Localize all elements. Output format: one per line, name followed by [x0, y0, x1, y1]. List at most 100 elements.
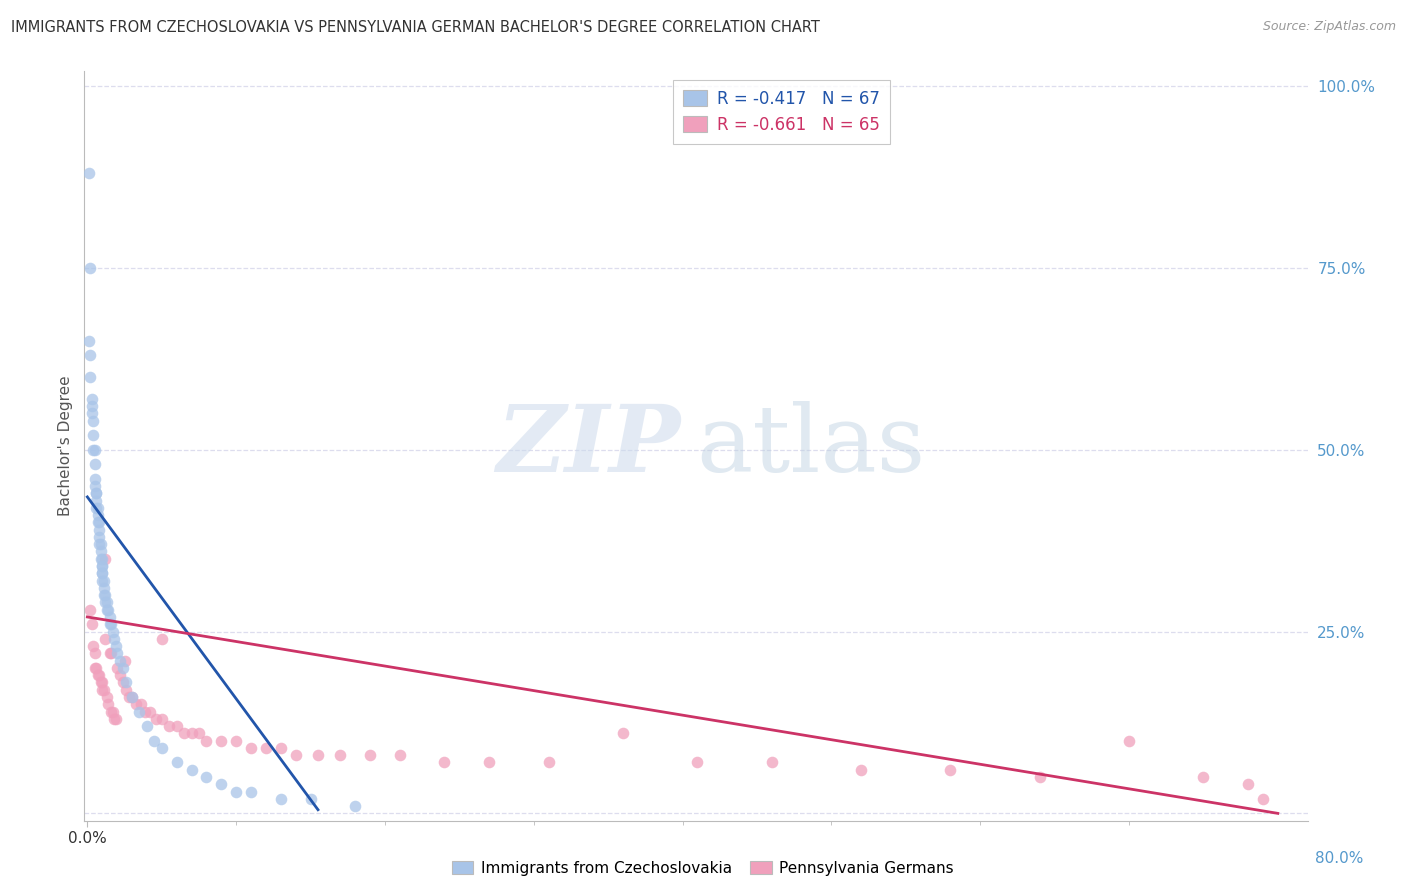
Point: [103, 712, 125, 726]
Point: [90, 551, 112, 566]
Point: [79, 348, 101, 362]
Point: [1118, 733, 1140, 747]
Point: [82, 442, 104, 457]
Point: [270, 740, 292, 755]
Point: [145, 712, 167, 726]
Point: [157, 719, 180, 733]
Point: [180, 726, 202, 740]
Point: [225, 733, 247, 747]
Point: [173, 726, 195, 740]
Point: [112, 661, 135, 675]
Point: [89, 668, 111, 682]
Point: [93, 581, 115, 595]
Point: [240, 740, 263, 755]
Point: [94, 632, 117, 646]
Point: [97, 602, 120, 616]
Point: [100, 617, 122, 632]
Point: [98, 610, 121, 624]
Point: [83, 646, 105, 660]
Point: [77, 334, 100, 348]
Point: [134, 705, 156, 719]
Point: [118, 690, 141, 704]
Point: [91, 574, 114, 588]
Point: [125, 698, 148, 712]
Point: [254, 740, 277, 755]
Point: [91, 682, 114, 697]
Point: [100, 646, 122, 660]
Point: [87, 516, 110, 530]
Point: [98, 617, 121, 632]
Point: [1237, 777, 1260, 791]
Point: [135, 719, 157, 733]
Point: [104, 712, 127, 726]
Point: [761, 756, 783, 770]
Point: [139, 705, 162, 719]
Point: [98, 646, 121, 660]
Point: [187, 726, 209, 740]
Point: [91, 559, 114, 574]
Text: Source: ZipAtlas.com: Source: ZipAtlas.com: [1263, 20, 1396, 33]
Point: [209, 777, 232, 791]
Point: [91, 675, 114, 690]
Point: [83, 661, 105, 675]
Point: [91, 566, 114, 581]
Point: [82, 639, 104, 653]
Point: [84, 500, 107, 515]
Point: [195, 770, 218, 784]
Point: [93, 588, 115, 602]
Point: [97, 698, 120, 712]
Point: [84, 486, 107, 500]
Point: [94, 588, 117, 602]
Point: [121, 690, 143, 704]
Point: [388, 748, 411, 763]
Point: [166, 719, 188, 733]
Point: [284, 748, 307, 763]
Point: [80, 399, 103, 413]
Point: [83, 472, 105, 486]
Point: [108, 654, 131, 668]
Point: [80, 406, 103, 420]
Point: [93, 574, 115, 588]
Point: [83, 442, 105, 457]
Point: [84, 661, 107, 675]
Point: [537, 756, 560, 770]
Point: [150, 632, 173, 646]
Point: [83, 479, 105, 493]
Point: [91, 551, 114, 566]
Point: [128, 705, 150, 719]
Point: [612, 726, 634, 740]
Point: [80, 617, 103, 632]
Point: [166, 756, 188, 770]
Point: [686, 756, 709, 770]
Text: ZIP: ZIP: [496, 401, 681, 491]
Text: 80.0%: 80.0%: [1315, 851, 1362, 866]
Point: [90, 544, 112, 558]
Point: [101, 624, 124, 639]
Point: [121, 690, 143, 704]
Point: [299, 792, 322, 806]
Point: [240, 784, 263, 798]
Point: [90, 537, 112, 551]
Legend: Immigrants from Czechoslovakia, Pennsylvania Germans: Immigrants from Czechoslovakia, Pennsylv…: [446, 855, 960, 881]
Point: [104, 639, 127, 653]
Point: [150, 740, 173, 755]
Point: [849, 763, 872, 777]
Point: [115, 682, 138, 697]
Point: [209, 733, 232, 747]
Point: [84, 493, 107, 508]
Point: [105, 646, 128, 660]
Point: [1251, 792, 1274, 806]
Point: [478, 756, 501, 770]
Text: atlas: atlas: [696, 401, 925, 491]
Y-axis label: Bachelor's Degree: Bachelor's Degree: [58, 376, 73, 516]
Point: [1028, 770, 1050, 784]
Point: [87, 508, 110, 522]
Point: [101, 705, 124, 719]
Point: [96, 690, 118, 704]
Legend: R = -0.417   N = 67, R = -0.661   N = 65: R = -0.417 N = 67, R = -0.661 N = 65: [673, 79, 890, 144]
Point: [77, 166, 100, 180]
Point: [114, 654, 136, 668]
Point: [103, 632, 125, 646]
Point: [83, 457, 105, 471]
Point: [91, 559, 114, 574]
